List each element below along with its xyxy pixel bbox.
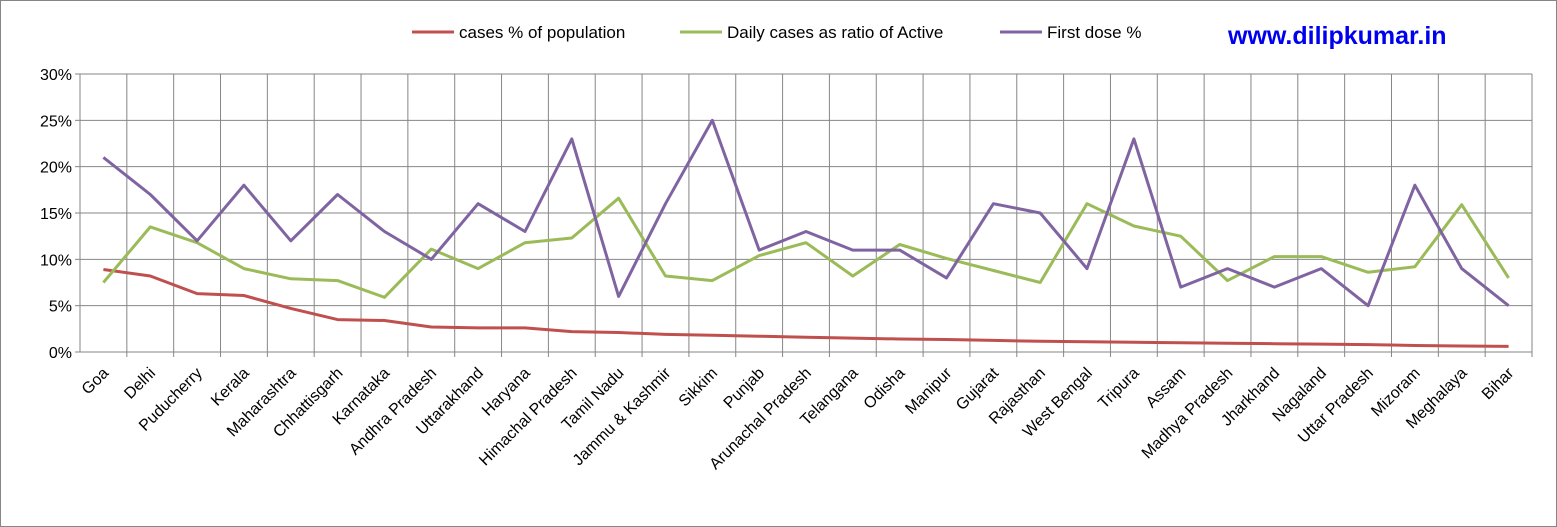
y-tick-label: 15% (40, 206, 72, 223)
x-tick-label: Kerala (208, 365, 253, 410)
x-tick-label: Tripura (1095, 365, 1143, 413)
y-tick-labels: 0% 5% 10% 15% 20% 25% 30% (40, 67, 72, 362)
legend: cases % of population Daily cases as rati… (412, 23, 1141, 42)
x-tick-label: Delhi (121, 365, 159, 403)
x-tick-label: Goa (79, 365, 112, 398)
y-tick-label: 20% (40, 160, 72, 177)
x-tick-label: Sikkim (676, 365, 721, 410)
y-tick-label: 25% (40, 113, 72, 130)
y-tick-label: 10% (40, 252, 72, 269)
watermark-text: www.dilipkumar.in (1227, 22, 1447, 50)
legend-label-2: Daily cases as ratio of Active (727, 23, 943, 42)
legend-label-1: cases % of population (459, 23, 625, 42)
series-lines (102, 118, 1510, 348)
axes (75, 73, 1533, 357)
x-tick-label: Manipur (902, 364, 955, 417)
y-tick-label: 30% (40, 67, 72, 84)
y-tick-label: 5% (49, 299, 72, 316)
x-tick-label: Assam (1143, 365, 1190, 412)
x-tick-label: Punjab (721, 365, 768, 412)
series-line-3 (102, 118, 1510, 308)
series-line-2 (102, 196, 1510, 299)
series-line-1 (103, 268, 1509, 348)
y-tick-label: 0% (49, 345, 72, 362)
x-tick-label: Andhra Pradesh (346, 365, 440, 459)
x-tick-label: Bihar (1479, 364, 1518, 403)
legend-label-3: First dose % (1047, 23, 1141, 42)
